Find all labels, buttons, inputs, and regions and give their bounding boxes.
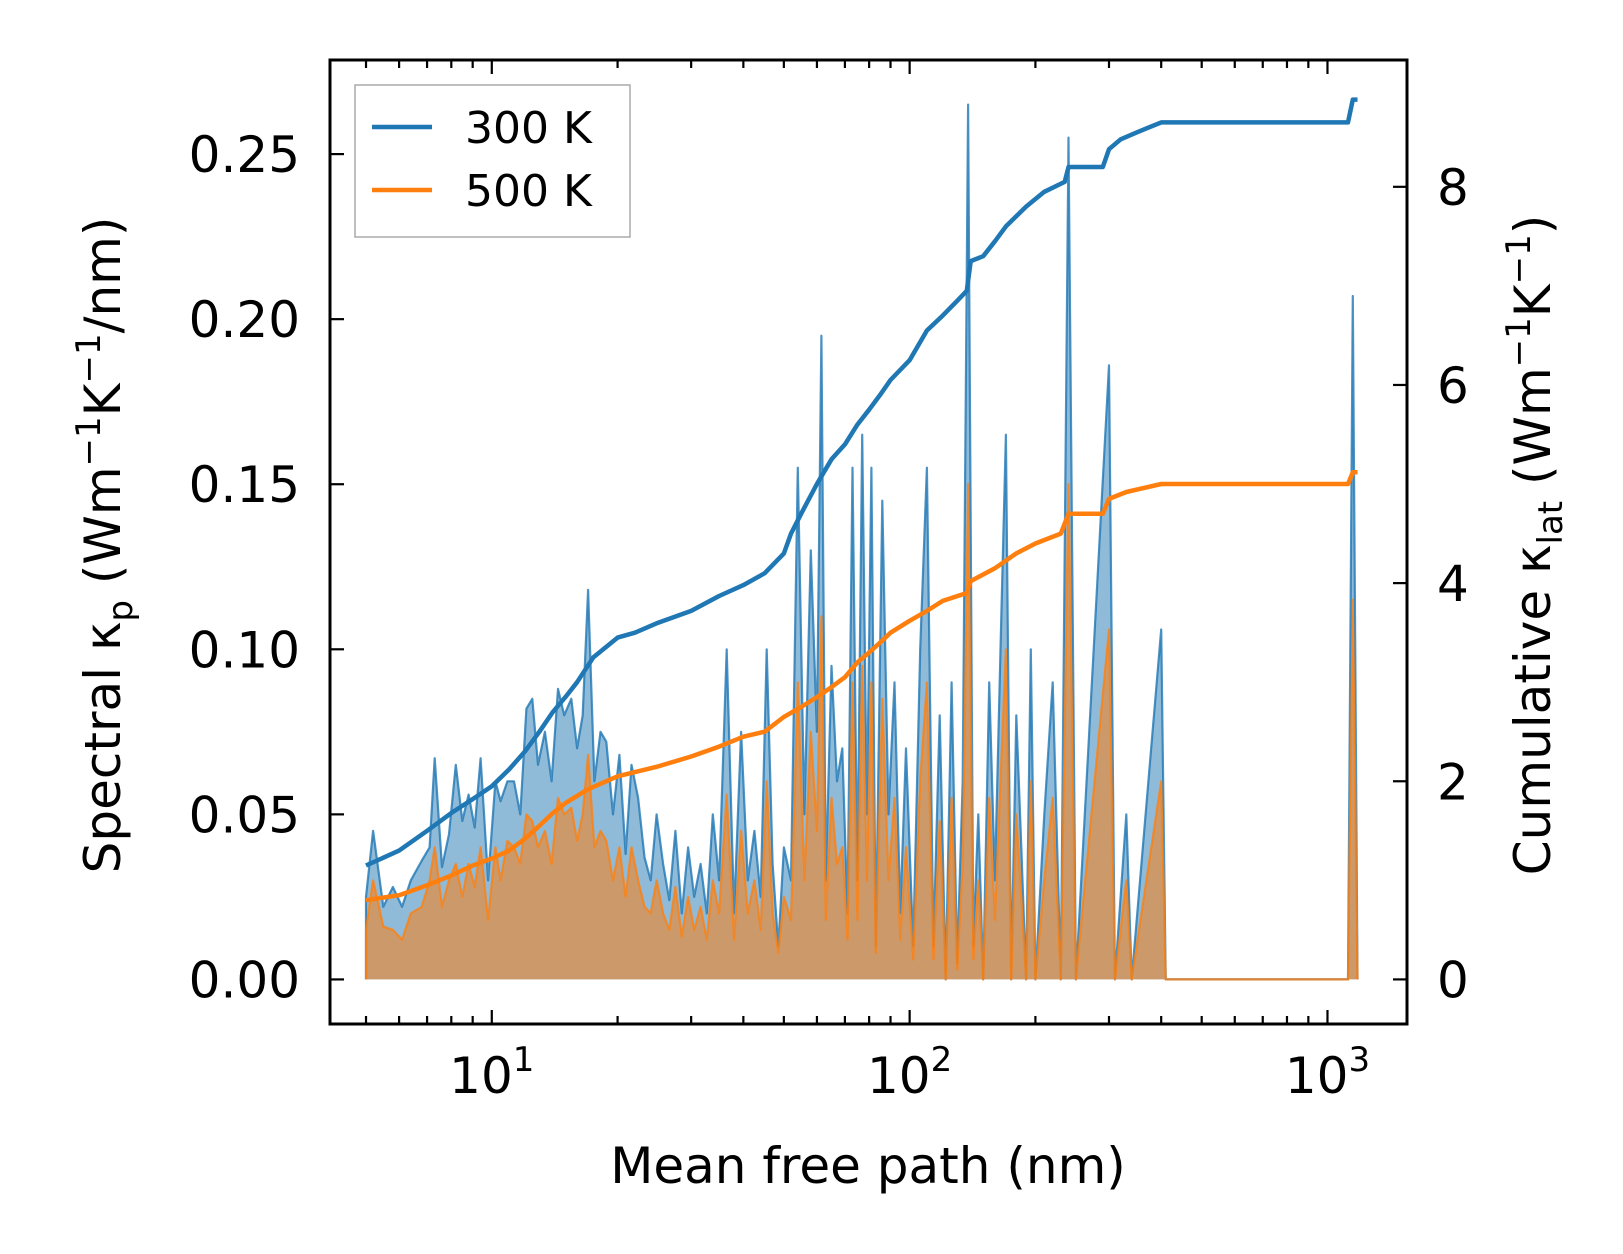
y-right-tick-labels: 0 2 4 6 8 [1437, 159, 1469, 1010]
y-right-tick-label: 4 [1437, 555, 1469, 613]
y-right-tick-label: 6 [1437, 357, 1469, 415]
x-tick-label-3: 103 [1285, 1040, 1370, 1105]
legend-box [354, 84, 631, 238]
y-left-axis-title: Spectral κp (Wm−1K−1/nm) [69, 217, 141, 874]
legend-label-300k: 300 K [465, 103, 593, 154]
ticks-layer [330, 60, 1407, 1024]
spectral-line-300k [364, 103, 1359, 981]
spectral-layer [364, 103, 1359, 981]
legend: 300 K 500 K [354, 84, 631, 238]
cumulative-layer [365, 97, 1358, 903]
y-left-tick-label: 0.25 [189, 126, 300, 184]
y-left-tick-label: 0.10 [189, 621, 300, 679]
y-right-tick-label: 0 [1437, 951, 1469, 1009]
x-tick-labels: 101 102 103 [449, 1040, 1370, 1105]
x-axis-title: Mean free path (nm) [610, 1137, 1126, 1195]
x-tick-label-1: 101 [449, 1040, 534, 1105]
y-left-tick-label: 0.20 [189, 291, 300, 349]
y-left-tick-label: 0.00 [189, 951, 300, 1009]
cumulative-line-500k [365, 469, 1358, 903]
y-left-tick-label: 0.05 [189, 786, 300, 844]
legend-label-500k: 500 K [465, 166, 593, 217]
y-left-tick-label: 0.15 [189, 456, 300, 514]
cumulative-line-300k [365, 97, 1358, 868]
y-right-tick-label: 8 [1437, 159, 1469, 217]
y-right-tick-label: 2 [1437, 753, 1469, 811]
y-right-axis-title: Cumulative κlat (Wm−1K−1) [1499, 215, 1571, 875]
x-tick-label-2: 102 [867, 1040, 952, 1105]
y-left-tick-labels: 0.00 0.05 0.10 0.15 0.20 0.25 [189, 126, 300, 1009]
spectral-line-500k [364, 483, 1359, 981]
